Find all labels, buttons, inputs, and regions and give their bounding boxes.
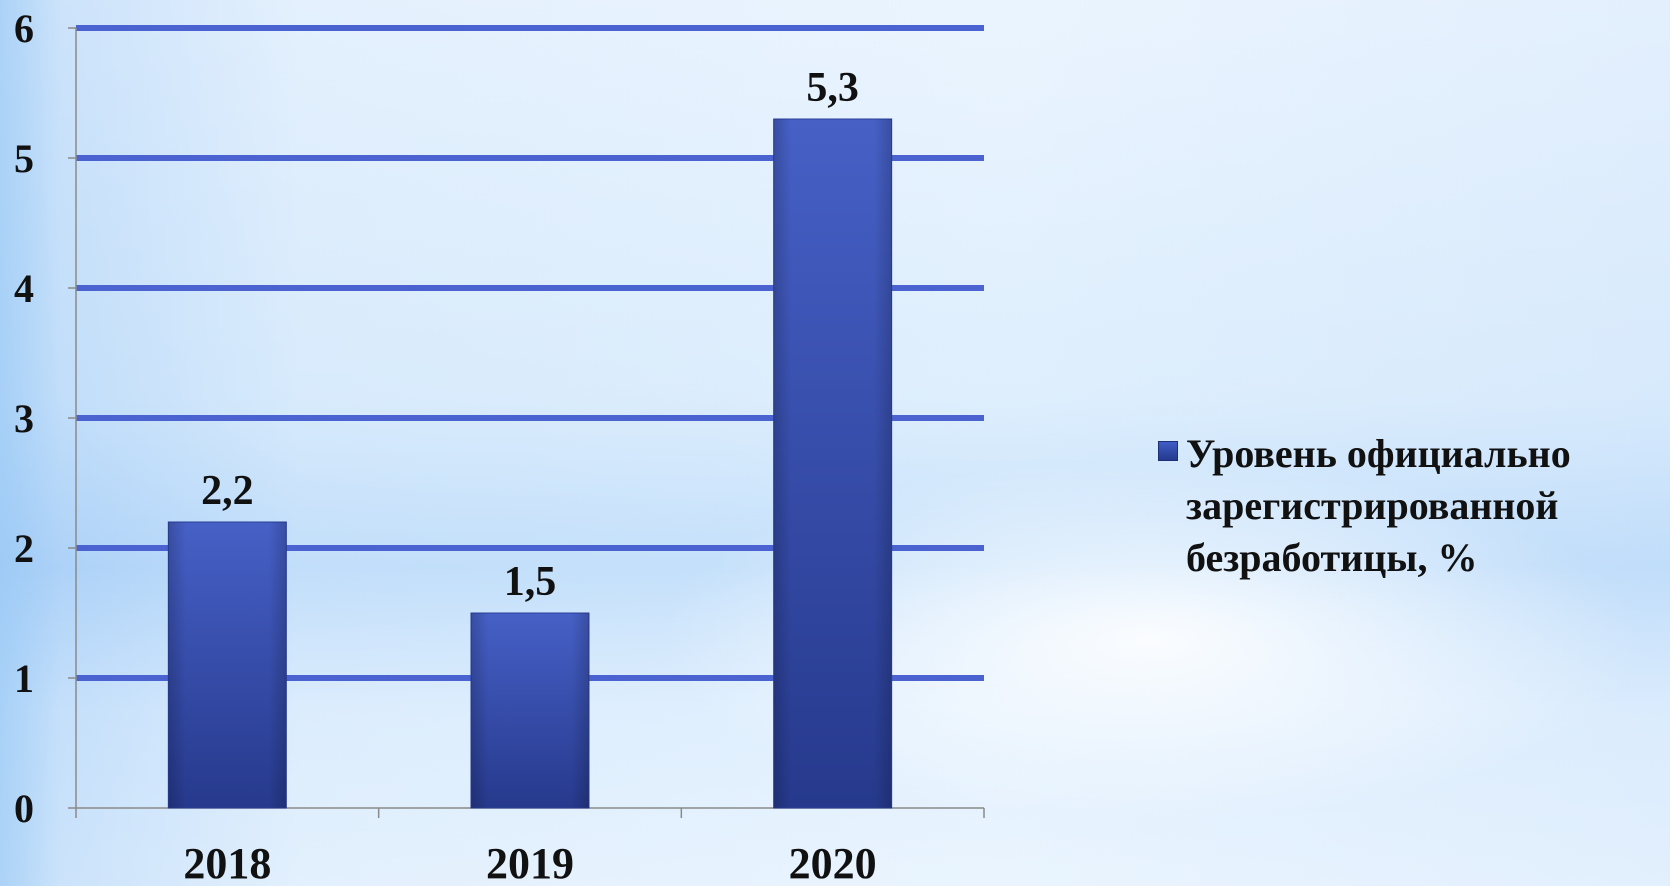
- bar-shading: [168, 522, 287, 808]
- bar-shading: [773, 119, 892, 808]
- legend-label: Уровень официально зарегистрированной бе…: [1186, 431, 1571, 580]
- data-label-2019: 1,5: [504, 559, 557, 605]
- y-tick-label: 0: [14, 786, 34, 831]
- x-category-label: 2018: [183, 839, 271, 886]
- bar-shading: [471, 613, 589, 808]
- y-tick-label: 2: [14, 526, 34, 571]
- legend-swatch: [1158, 441, 1178, 461]
- y-tick-label: 1: [14, 656, 34, 701]
- x-category-label: 2020: [789, 839, 877, 886]
- labels: 0 1 2 3 4 5 6 2,2 2018 1,5 2019 5,3 2020: [14, 6, 877, 886]
- x-category-label: 2019: [486, 839, 574, 886]
- y-tick-label: 3: [14, 396, 34, 441]
- bars: [167, 118, 893, 809]
- bar-chart: 0 1 2 3 4 5 6 2,2 2018 1,5 2019 5,3 2020: [14, 6, 985, 886]
- y-tick-label: 5: [14, 136, 34, 181]
- data-label-2020: 5,3: [806, 65, 859, 111]
- legend: Уровень официально зарегистрированной бе…: [1158, 428, 1670, 584]
- data-label-2018: 2,2: [201, 468, 254, 514]
- y-tick-label: 6: [14, 6, 34, 51]
- y-tick-label: 4: [14, 266, 34, 311]
